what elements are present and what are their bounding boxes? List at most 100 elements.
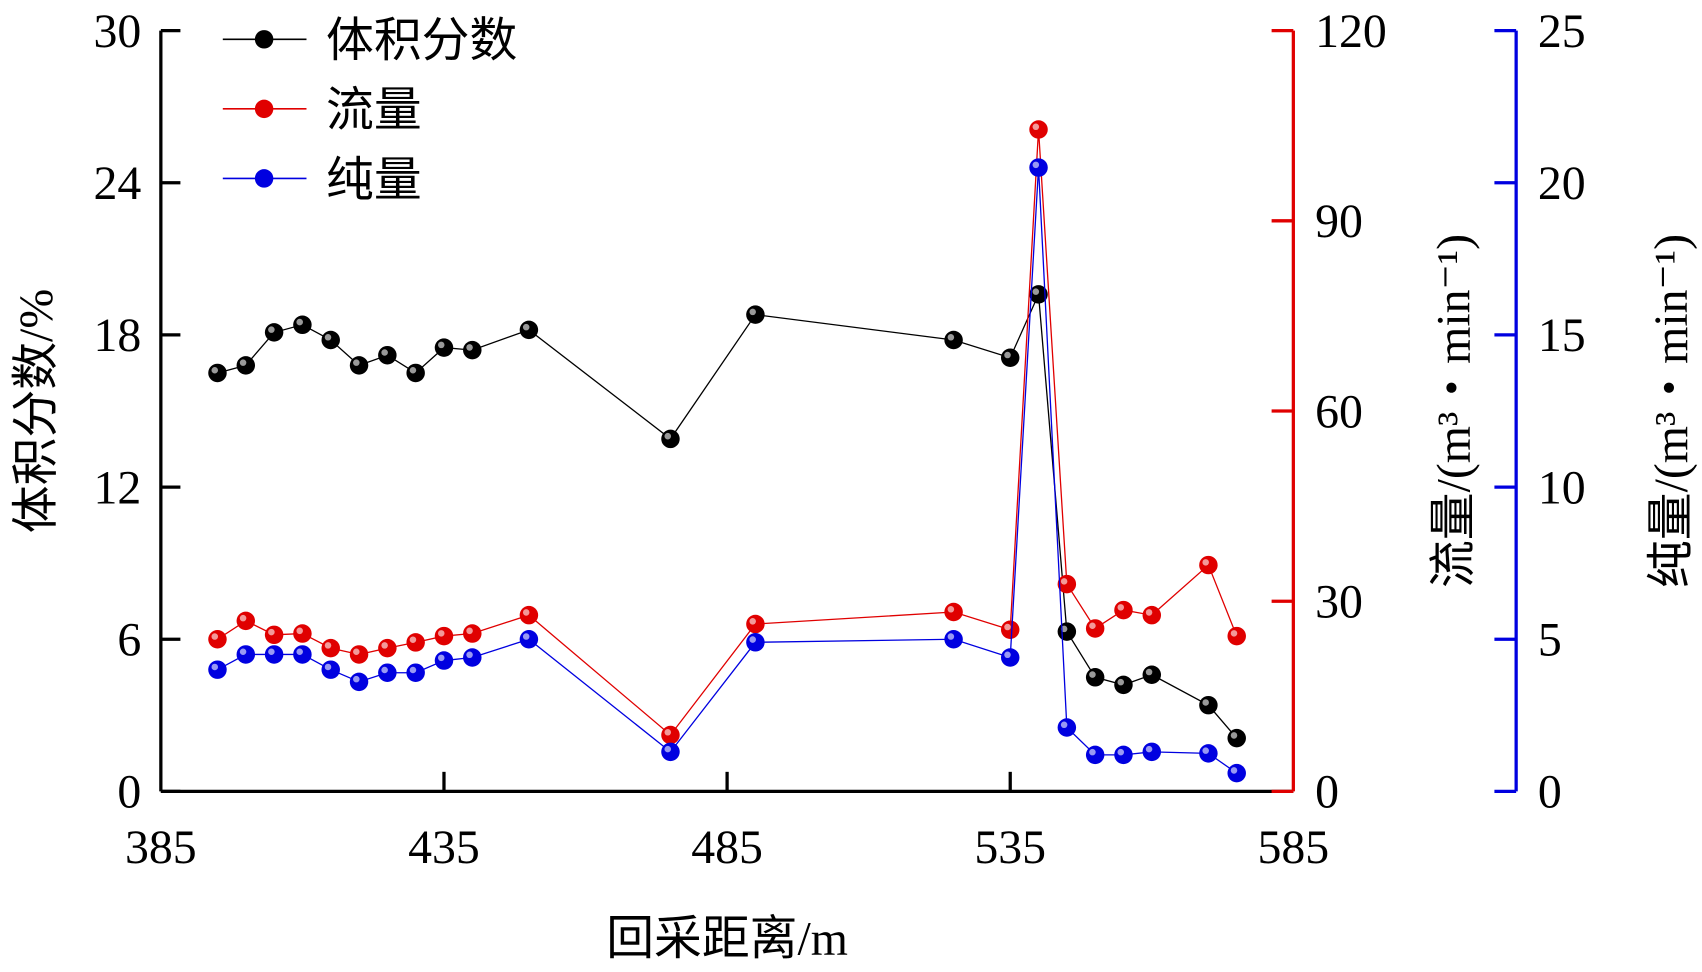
data-point-highlight — [947, 633, 955, 640]
data-point-highlight — [1032, 161, 1040, 169]
data-point-highlight — [466, 344, 473, 351]
legend-marker — [254, 169, 274, 188]
data-point-1 — [1000, 620, 1020, 639]
data-point-highlight — [324, 663, 332, 671]
data-point-0 — [1114, 675, 1133, 695]
data-point-1 — [293, 624, 312, 643]
data-point-2 — [378, 663, 397, 682]
right2-tick-label: 10 — [1538, 461, 1586, 514]
data-point-highlight — [211, 663, 219, 671]
data-point-0 — [1199, 695, 1218, 715]
data-point-highlight — [296, 318, 303, 326]
legend-marker — [254, 30, 274, 49]
data-point-highlight — [1032, 123, 1040, 131]
data-point-highlight — [1004, 651, 1011, 659]
data-point-highlight — [466, 651, 473, 659]
data-point-highlight — [211, 633, 219, 640]
data-point-highlight — [239, 648, 247, 656]
right2-tick-label: 15 — [1538, 309, 1586, 362]
data-point-1 — [661, 725, 680, 745]
data-point-1 — [1114, 600, 1133, 620]
series-line-2 — [217, 167, 1238, 774]
data-point-highlight — [381, 349, 388, 356]
data-point-highlight — [1004, 351, 1011, 359]
data-point-0 — [378, 345, 397, 365]
data-point-0 — [1227, 728, 1246, 748]
left-tick-label: 30 — [93, 5, 141, 58]
data-point-highlight — [268, 326, 275, 333]
data-point-highlight — [664, 729, 672, 736]
data-point-2 — [349, 672, 369, 692]
data-point-highlight — [1060, 578, 1068, 585]
x-axis-title: 回采距离/m — [606, 912, 848, 965]
data-point-highlight — [1230, 732, 1238, 739]
data-point-highlight — [1117, 748, 1125, 756]
x-tick-label: 585 — [1257, 821, 1329, 874]
data-point-highlight — [239, 614, 247, 622]
right1-tick-label: 30 — [1315, 576, 1363, 629]
data-point-0 — [519, 320, 539, 340]
data-point-highlight — [324, 642, 332, 649]
data-point-highlight — [522, 633, 530, 640]
right1-axis-title: 流量/(m³・min⁻¹) — [1427, 234, 1480, 588]
data-point-highlight — [296, 627, 303, 635]
data-point-highlight — [1230, 767, 1238, 774]
data-point-1 — [208, 630, 227, 649]
data-point-0 — [661, 429, 680, 449]
data-point-2 — [208, 660, 227, 679]
x-tick-label: 435 — [408, 821, 480, 874]
data-point-0 — [406, 363, 425, 383]
data-point-highlight — [466, 627, 473, 635]
data-point-highlight — [947, 606, 955, 613]
data-point-1 — [463, 624, 482, 643]
data-point-highlight — [1202, 699, 1209, 706]
data-point-2 — [944, 630, 963, 649]
data-point-highlight — [522, 323, 530, 331]
data-point-highlight — [437, 630, 445, 637]
right2-tick-label: 25 — [1538, 5, 1586, 58]
data-point-highlight — [353, 648, 360, 656]
left-tick-label: 24 — [93, 157, 141, 210]
data-point-highlight — [1032, 288, 1040, 295]
data-point-2 — [519, 630, 539, 649]
data-point-2 — [463, 648, 482, 667]
data-point-0 — [236, 356, 256, 375]
data-point-highlight — [749, 618, 756, 625]
right2-tick-label: 5 — [1538, 614, 1562, 667]
data-point-1 — [1227, 626, 1246, 646]
data-point-highlight — [1060, 721, 1068, 729]
data-point-0 — [293, 315, 312, 335]
data-point-highlight — [1004, 623, 1011, 631]
data-point-2 — [236, 645, 256, 664]
right1-tick-label: 60 — [1315, 385, 1363, 438]
data-point-highlight — [1145, 668, 1153, 676]
data-point-2 — [434, 651, 454, 670]
data-point-1 — [519, 605, 539, 625]
data-point-1 — [1085, 619, 1105, 638]
data-point-2 — [1114, 745, 1133, 765]
data-point-2 — [293, 645, 312, 664]
data-point-2 — [1142, 742, 1162, 762]
data-point-highlight — [1230, 630, 1238, 637]
data-point-0 — [264, 323, 284, 342]
data-point-0 — [321, 330, 340, 350]
data-point-highlight — [381, 642, 388, 649]
series-line-1 — [217, 129, 1238, 736]
x-tick-label: 485 — [691, 821, 763, 874]
data-point-2 — [1057, 718, 1077, 737]
legend-label: 流量 — [326, 84, 422, 137]
data-point-1 — [321, 638, 340, 658]
legend-marker — [254, 99, 274, 119]
left-tick-label: 0 — [117, 766, 141, 819]
data-point-highlight — [1117, 678, 1125, 686]
data-point-0 — [349, 356, 369, 375]
data-point-highlight — [1117, 604, 1125, 611]
data-point-2 — [661, 742, 680, 762]
right2-tick-label: 20 — [1538, 157, 1586, 210]
data-point-1 — [349, 645, 369, 664]
legend-label: 体积分数 — [326, 15, 517, 68]
data-point-highlight — [409, 636, 417, 643]
left-axis-title: 体积分数/% — [10, 289, 63, 533]
data-point-2 — [1029, 158, 1048, 177]
